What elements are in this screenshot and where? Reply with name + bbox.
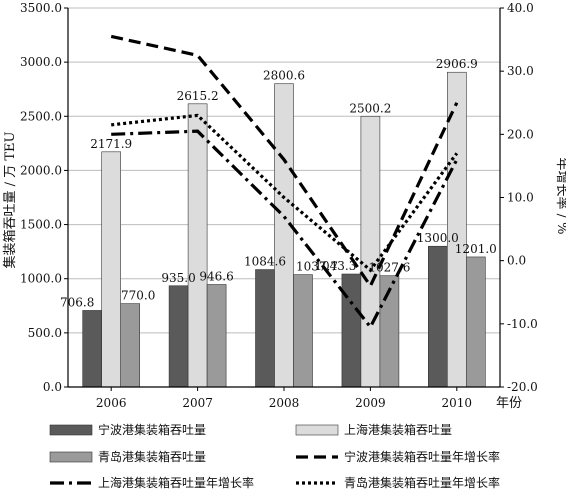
axes: 0.0 500.0 1000.0 1500.0 2000.0 2500.0 3000.0 35…: [20, 1, 538, 410]
y-tick-label: 1500.0: [20, 218, 62, 232]
bar-3: [465, 256, 486, 388]
legend-swatch: [49, 451, 93, 463]
growth-line-2: [111, 129, 459, 330]
bar-2: [187, 103, 208, 388]
bar-2: [360, 115, 381, 388]
bar-3: [120, 303, 140, 388]
data-labels: 706.8 935.0 1084.6 1043.3 1300.0 2171.9 2615.2…: [60, 57, 497, 309]
y2-tick-label: -10.0: [507, 317, 538, 331]
bar-3: [206, 284, 227, 388]
data-label: 706.8: [60, 295, 94, 309]
y2-tick-label: 30.0: [507, 64, 534, 78]
data-label: 1037.7: [296, 260, 338, 274]
growth-line-1: [110, 34, 459, 290]
data-label: 1201.0: [455, 242, 497, 256]
bar-1: [168, 285, 189, 388]
bar-3: [293, 274, 313, 388]
legend-label: 青岛港集装箱吞吐量年增长率: [344, 475, 500, 490]
x-axis-title: 年份: [496, 396, 522, 411]
legend-label: 上海港集装箱吞吐量年增长率: [98, 475, 254, 490]
y2-tick-label: 20.0: [507, 127, 534, 141]
bar-1: [427, 245, 448, 388]
x-tick-label: 2006: [96, 396, 127, 410]
legend-label: 宁波港集装箱吞吐量年增长率: [344, 449, 500, 464]
data-label: 935.0: [161, 271, 195, 285]
y2-tick-label: 0.0: [507, 254, 526, 268]
bar-1: [341, 273, 362, 388]
legend-swatch: [49, 424, 93, 436]
y2-axis-title: 年增长率 / %: [554, 158, 566, 235]
data-label: 2500.2: [349, 101, 391, 115]
x-tick-label: 2008: [269, 396, 300, 410]
data-label: 946.6: [199, 269, 233, 283]
y-tick-label: 0.0: [43, 380, 62, 394]
data-label: 1043.3: [314, 259, 356, 273]
x-tick-label: 2009: [355, 396, 386, 410]
y-tick-label: 2500.0: [20, 109, 62, 123]
y2-tick-label: -20.0: [507, 380, 538, 394]
y-axis-title: 集装箱吞吐量 / 万 TEU: [2, 132, 18, 269]
y2-tick-label: 10.0: [507, 191, 534, 205]
data-label: 1084.6: [244, 255, 286, 269]
x-tick-label: 2007: [182, 396, 213, 410]
data-label: 2800.6: [263, 69, 305, 83]
bar-1: [82, 310, 102, 388]
legend-label: 上海港集装箱吞吐量: [344, 422, 452, 437]
bars: [82, 71, 486, 388]
legend-label: 宁波港集装箱吞吐量: [98, 422, 206, 437]
bar-2: [101, 151, 121, 388]
legend-label: 青岛港集装箱吞吐量: [98, 449, 206, 464]
y-tick-label: 500.0: [28, 326, 62, 340]
data-label: 2906.9: [436, 57, 478, 71]
growth-line-3: [111, 113, 459, 273]
growth-lines: [110, 34, 459, 330]
data-label: 2615.2: [177, 89, 219, 103]
y-tick-label: 2000.0: [20, 163, 62, 177]
bar-2: [274, 83, 294, 388]
data-label: 2171.9: [90, 137, 132, 151]
y-tick-label: 1000.0: [20, 272, 62, 286]
x-tick-label: 2010: [442, 396, 473, 410]
y2-tick-label: 40.0: [507, 1, 534, 15]
data-label: 770.0: [121, 289, 155, 303]
bar-1: [255, 269, 275, 388]
legend-swatch: [295, 424, 339, 436]
y-tick-label: 3000.0: [20, 55, 62, 69]
data-label: 1027.6: [368, 261, 410, 275]
y-tick-label: 3500.0: [20, 1, 62, 15]
data-label: 1300.0: [417, 231, 459, 245]
